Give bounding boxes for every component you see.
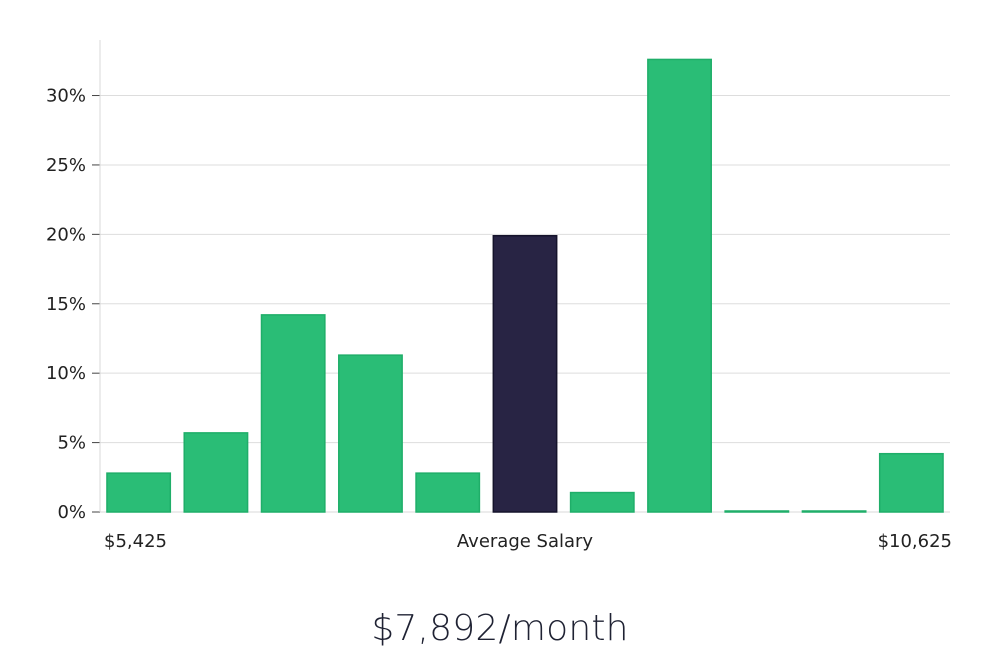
y-tick-labels: 0% 5% 10% 15% 20% 25% 30% <box>46 86 86 523</box>
y-tick-label: 0% <box>57 502 86 523</box>
bar-average-salary <box>492 234 558 513</box>
y-tick-label: 20% <box>46 224 86 245</box>
x-label-center: Average Salary <box>457 531 594 552</box>
bar <box>647 58 712 513</box>
average-salary-headline: $7,892/month <box>371 608 629 649</box>
bars <box>106 58 944 513</box>
bar <box>260 314 326 513</box>
y-tick-label: 5% <box>57 433 86 454</box>
y-tick-label: 15% <box>46 294 86 315</box>
bar <box>878 452 944 513</box>
y-tick-label: 10% <box>46 363 86 384</box>
y-tick-label: 25% <box>46 155 86 176</box>
y-tick-label: 30% <box>46 86 86 107</box>
x-label-max: $10,625 <box>878 531 952 552</box>
bar <box>106 472 172 513</box>
x-axis-labels: $5,425 Average Salary $10,625 <box>104 531 952 552</box>
bar <box>415 472 481 513</box>
bar <box>801 510 867 513</box>
salary-histogram: 0% 5% 10% 15% 20% 25% 30% $5,425 Average Salar… <box>46 40 952 552</box>
bar <box>569 491 635 513</box>
bar <box>338 354 403 513</box>
bar <box>724 510 790 513</box>
bar <box>183 432 249 513</box>
x-label-min: $5,425 <box>104 531 167 552</box>
